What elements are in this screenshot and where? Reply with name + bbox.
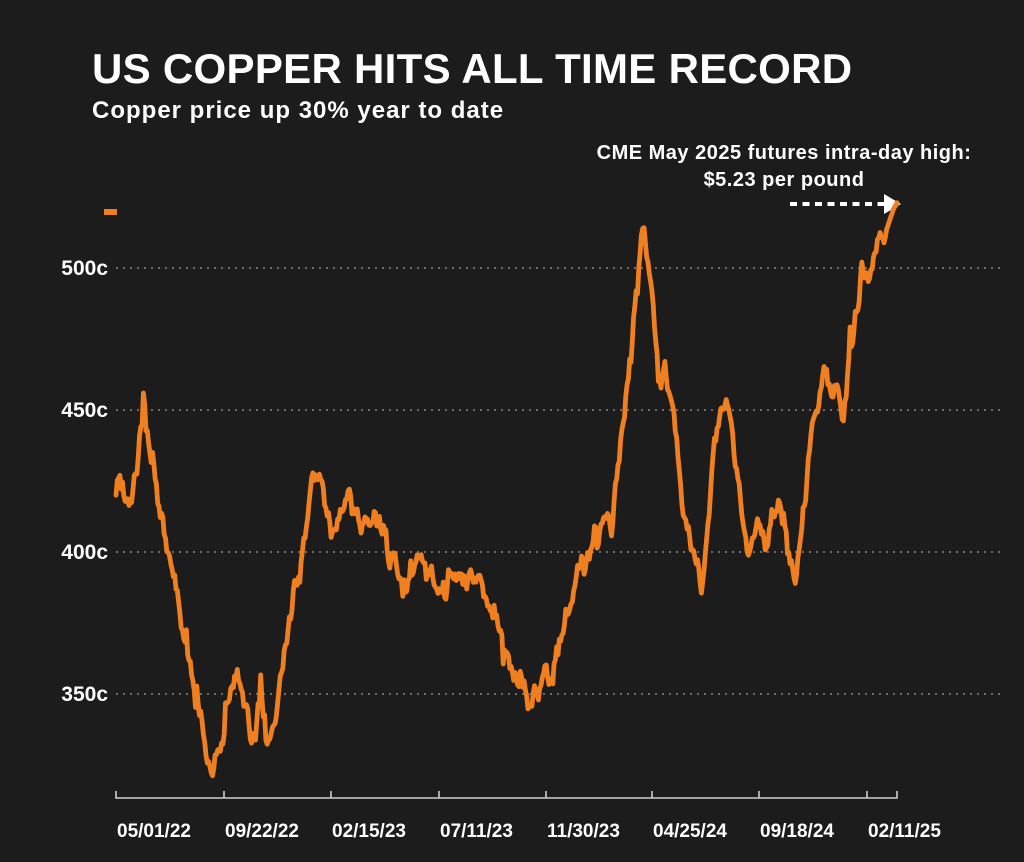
svg-text:04/25/24: 04/25/24 (653, 821, 727, 842)
svg-text:350c: 350c (61, 683, 108, 706)
svg-text:09/18/24: 09/18/24 (760, 821, 834, 842)
svg-text:09/22/22: 09/22/22 (225, 821, 299, 842)
svg-text:02/15/23: 02/15/23 (332, 821, 406, 842)
svg-text:02/11/25: 02/11/25 (868, 821, 941, 842)
svg-text:500c: 500c (61, 257, 108, 280)
svg-text:05/01/22: 05/01/22 (117, 821, 191, 842)
svg-text:11/30/23: 11/30/23 (547, 821, 620, 842)
svg-text:450c: 450c (61, 399, 108, 422)
svg-text:400c: 400c (61, 541, 108, 564)
svg-text:07/11/23: 07/11/23 (440, 821, 513, 842)
